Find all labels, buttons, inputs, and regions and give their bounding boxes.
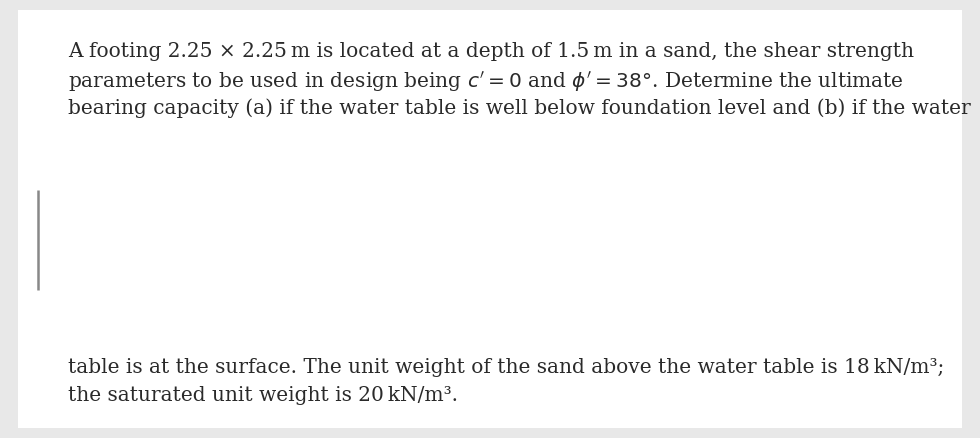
Text: A footing 2.25 × 2.25 m is located at a depth of 1.5 m in a sand, the shear stre: A footing 2.25 × 2.25 m is located at a … — [68, 42, 914, 61]
Text: bearing capacity (a) if the water table is well below foundation level and (b) i: bearing capacity (a) if the water table … — [68, 98, 971, 118]
Text: the saturated unit weight is 20 kN/m³.: the saturated unit weight is 20 kN/m³. — [68, 386, 458, 405]
Text: table is at the surface. The unit weight of the sand above the water table is 18: table is at the surface. The unit weight… — [68, 358, 945, 377]
FancyBboxPatch shape — [18, 10, 962, 428]
Text: parameters to be used in design being $c' = 0$ and $\phi' = 38°$. Determine the : parameters to be used in design being $c… — [68, 70, 904, 94]
